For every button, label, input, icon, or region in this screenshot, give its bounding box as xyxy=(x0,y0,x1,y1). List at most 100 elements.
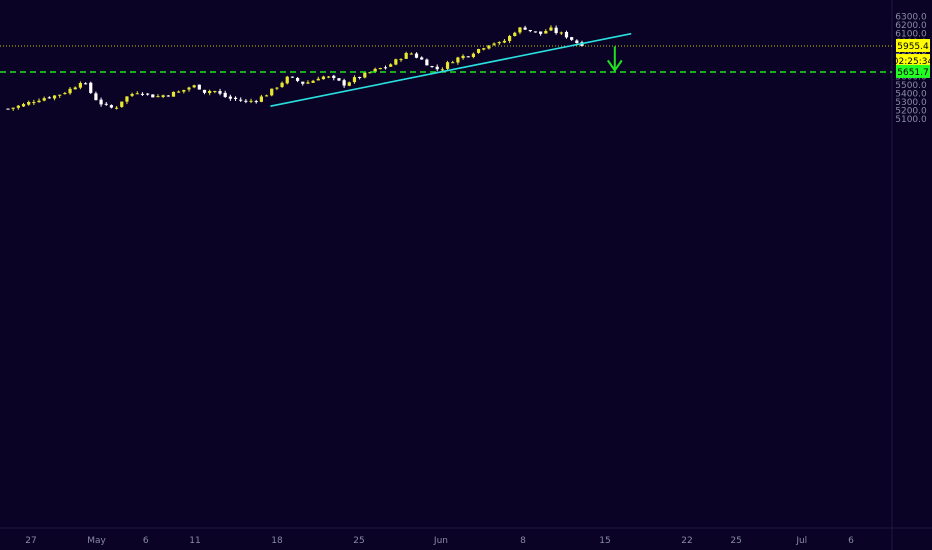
candle-body xyxy=(564,31,569,38)
candle-body xyxy=(471,53,476,57)
candle-body xyxy=(497,42,501,44)
candle-body xyxy=(394,59,398,65)
candle-body xyxy=(280,82,284,87)
candle-body xyxy=(68,88,72,94)
candle-body xyxy=(171,91,176,97)
candle-body xyxy=(492,43,496,45)
candle-body xyxy=(177,91,181,93)
countdown-label: 02:25:34 xyxy=(893,57,932,67)
candle-body xyxy=(523,27,527,30)
x-tick-label: Jul xyxy=(795,536,807,546)
y-tick-label: 5200.0 xyxy=(895,106,927,116)
candle-body xyxy=(476,48,481,53)
candle-body xyxy=(202,89,207,93)
candle-body xyxy=(575,40,579,44)
candle-body xyxy=(114,107,119,109)
x-tick-label: 6 xyxy=(143,536,149,546)
trendline[interactable] xyxy=(270,32,632,108)
candle-body xyxy=(373,68,377,72)
x-tick-label: 6 xyxy=(848,536,854,546)
candle-body xyxy=(264,95,269,97)
candle-body xyxy=(37,100,41,103)
candle-body xyxy=(254,101,258,103)
candle-body xyxy=(321,76,326,80)
x-tick-label: 8 xyxy=(520,536,526,546)
candle-body xyxy=(161,95,165,97)
last-price-price-label: 5955.4 xyxy=(897,42,929,52)
candle-body xyxy=(295,77,300,81)
x-tick-label: 22 xyxy=(681,536,692,546)
x-tick-label: 25 xyxy=(730,536,741,546)
candle-body xyxy=(414,53,419,58)
candle-body xyxy=(16,105,20,108)
x-tick-label: 18 xyxy=(271,536,283,546)
down-arrow-head[interactable] xyxy=(606,59,623,73)
candle-body xyxy=(404,53,408,59)
candle-body xyxy=(104,103,108,105)
candle-body xyxy=(368,72,372,74)
candle-body xyxy=(99,99,103,105)
candle-body xyxy=(332,75,336,79)
candle-body xyxy=(533,31,538,33)
candle-body xyxy=(306,82,310,84)
candle-body xyxy=(42,98,46,101)
y-tick-label: 5500.0 xyxy=(895,81,927,91)
candle-body xyxy=(420,57,424,60)
candle-body xyxy=(151,94,155,98)
target-price-tag xyxy=(896,64,930,78)
candle-body xyxy=(440,69,444,71)
candle-body xyxy=(487,45,491,49)
candle-body xyxy=(83,83,88,85)
candle-body xyxy=(549,27,553,31)
candle-body xyxy=(63,93,67,95)
candle-body xyxy=(451,62,455,64)
candle-body xyxy=(528,30,532,32)
candle-body xyxy=(192,85,196,88)
y-tick-label: 5100.0 xyxy=(895,115,927,125)
candle-body xyxy=(435,66,439,70)
candle-body xyxy=(570,37,574,40)
candle-body xyxy=(166,95,170,97)
candle-body xyxy=(301,81,305,84)
candle-body xyxy=(554,27,558,34)
candle-body xyxy=(182,89,186,92)
y-tick-label: 6100.0 xyxy=(895,30,927,40)
candle-body xyxy=(456,57,460,63)
candle-body xyxy=(6,108,10,110)
y-tick-label: 5300.0 xyxy=(895,98,927,108)
candle-body xyxy=(120,101,124,107)
candle-body xyxy=(518,27,522,33)
candle-body xyxy=(409,53,413,55)
x-tick-label: 11 xyxy=(189,536,200,546)
candle-body xyxy=(544,30,548,34)
candle-body xyxy=(342,80,346,86)
candle-body xyxy=(539,31,543,34)
candle-body xyxy=(285,76,289,84)
candle-body xyxy=(156,96,160,98)
candle-body xyxy=(197,84,201,90)
candle-body xyxy=(290,76,295,78)
candle-body xyxy=(223,92,227,97)
y-tick-label: 6300.0 xyxy=(895,13,927,23)
candle-body xyxy=(378,68,382,70)
candle-body xyxy=(430,66,434,68)
candle-body xyxy=(58,94,62,96)
candle-body xyxy=(445,62,450,69)
candle-body xyxy=(187,87,191,90)
candle-body xyxy=(32,102,36,104)
candle-body xyxy=(94,93,98,101)
candle-body xyxy=(244,100,248,102)
candle-body xyxy=(239,99,243,101)
candle-body xyxy=(337,78,341,81)
candle-body xyxy=(383,67,388,69)
candle-body xyxy=(425,59,429,66)
candle-body xyxy=(352,77,357,83)
candle-body xyxy=(130,93,134,96)
candle-body xyxy=(363,72,367,78)
candle-body xyxy=(52,95,57,99)
candle-body xyxy=(146,93,150,95)
candle-body xyxy=(125,96,129,102)
candle-body xyxy=(11,107,15,109)
